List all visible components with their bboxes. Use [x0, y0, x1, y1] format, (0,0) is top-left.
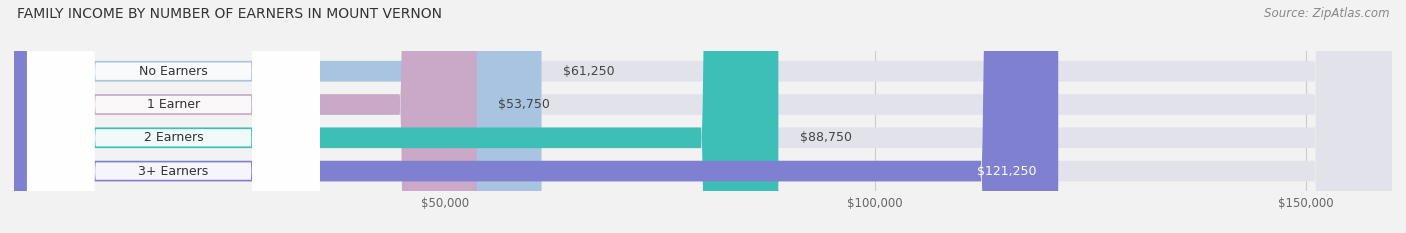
Text: 2 Earners: 2 Earners [143, 131, 204, 144]
Text: $61,250: $61,250 [562, 65, 614, 78]
Text: $121,250: $121,250 [977, 164, 1036, 178]
Text: $88,750: $88,750 [800, 131, 852, 144]
FancyBboxPatch shape [14, 0, 1392, 233]
FancyBboxPatch shape [14, 0, 779, 233]
Text: 3+ Earners: 3+ Earners [138, 164, 208, 178]
FancyBboxPatch shape [27, 0, 319, 233]
Text: $53,750: $53,750 [499, 98, 550, 111]
FancyBboxPatch shape [14, 0, 541, 233]
Text: 1 Earner: 1 Earner [146, 98, 200, 111]
FancyBboxPatch shape [14, 0, 1059, 233]
Text: Source: ZipAtlas.com: Source: ZipAtlas.com [1264, 7, 1389, 20]
Text: FAMILY INCOME BY NUMBER OF EARNERS IN MOUNT VERNON: FAMILY INCOME BY NUMBER OF EARNERS IN MO… [17, 7, 441, 21]
Text: No Earners: No Earners [139, 65, 208, 78]
FancyBboxPatch shape [14, 0, 1392, 233]
FancyBboxPatch shape [27, 0, 319, 233]
FancyBboxPatch shape [14, 0, 1392, 233]
FancyBboxPatch shape [27, 0, 319, 233]
FancyBboxPatch shape [14, 0, 477, 233]
FancyBboxPatch shape [14, 0, 1392, 233]
FancyBboxPatch shape [27, 0, 319, 233]
